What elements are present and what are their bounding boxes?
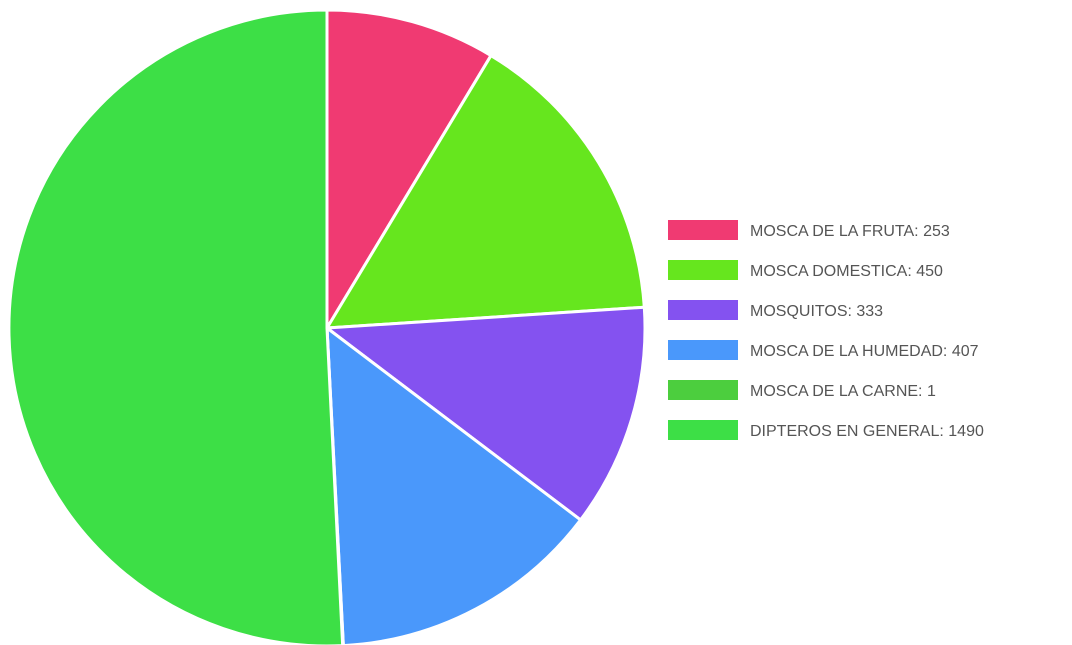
legend-label: MOSCA DE LA HUMEDAD: 407: [750, 343, 979, 360]
legend-swatch: [668, 340, 738, 360]
legend-swatch: [668, 300, 738, 320]
legend-label: MOSCA DE LA CARNE: 1: [750, 383, 936, 400]
pie-slice-mosca-domestica[interactable]: [325, 54, 646, 330]
legend-item[interactable]: DIPTEROS EN GENERAL: 1490: [668, 420, 984, 440]
legend-swatch: [668, 220, 738, 240]
legend-item[interactable]: MOSCA DE LA HUMEDAD: 407: [668, 340, 979, 360]
legend-item[interactable]: MOSCA DE LA FRUTA: 253: [668, 220, 950, 240]
legend-item[interactable]: MOSCA DE LA CARNE: 1: [668, 380, 936, 400]
legend-item[interactable]: MOSQUITOS: 333: [668, 300, 883, 320]
legend-label: DIPTEROS EN GENERAL: 1490: [750, 423, 984, 440]
legend-swatch: [668, 420, 738, 440]
pie-slice-mosca-de-la-humedad[interactable]: [325, 326, 583, 645]
pie-slice-mosquitos[interactable]: [325, 305, 647, 522]
pie-slice-mosca-de-la-fruta[interactable]: [325, 8, 493, 330]
chart-legend: MOSCA DE LA FRUTA: 253 MOSCA DOMESTICA: 4…: [668, 220, 984, 440]
pie-slice-dipteros-en-general[interactable]: [7, 8, 345, 645]
legend-label: MOSCA DE LA FRUTA: 253: [750, 223, 950, 240]
legend-swatch: [668, 380, 738, 400]
legend-item[interactable]: MOSCA DOMESTICA: 450: [668, 260, 943, 280]
pie-slices: [7, 8, 647, 645]
legend-swatch: [668, 260, 738, 280]
legend-label: MOSQUITOS: 333: [750, 303, 883, 320]
legend-label: MOSCA DOMESTICA: 450: [750, 263, 943, 280]
